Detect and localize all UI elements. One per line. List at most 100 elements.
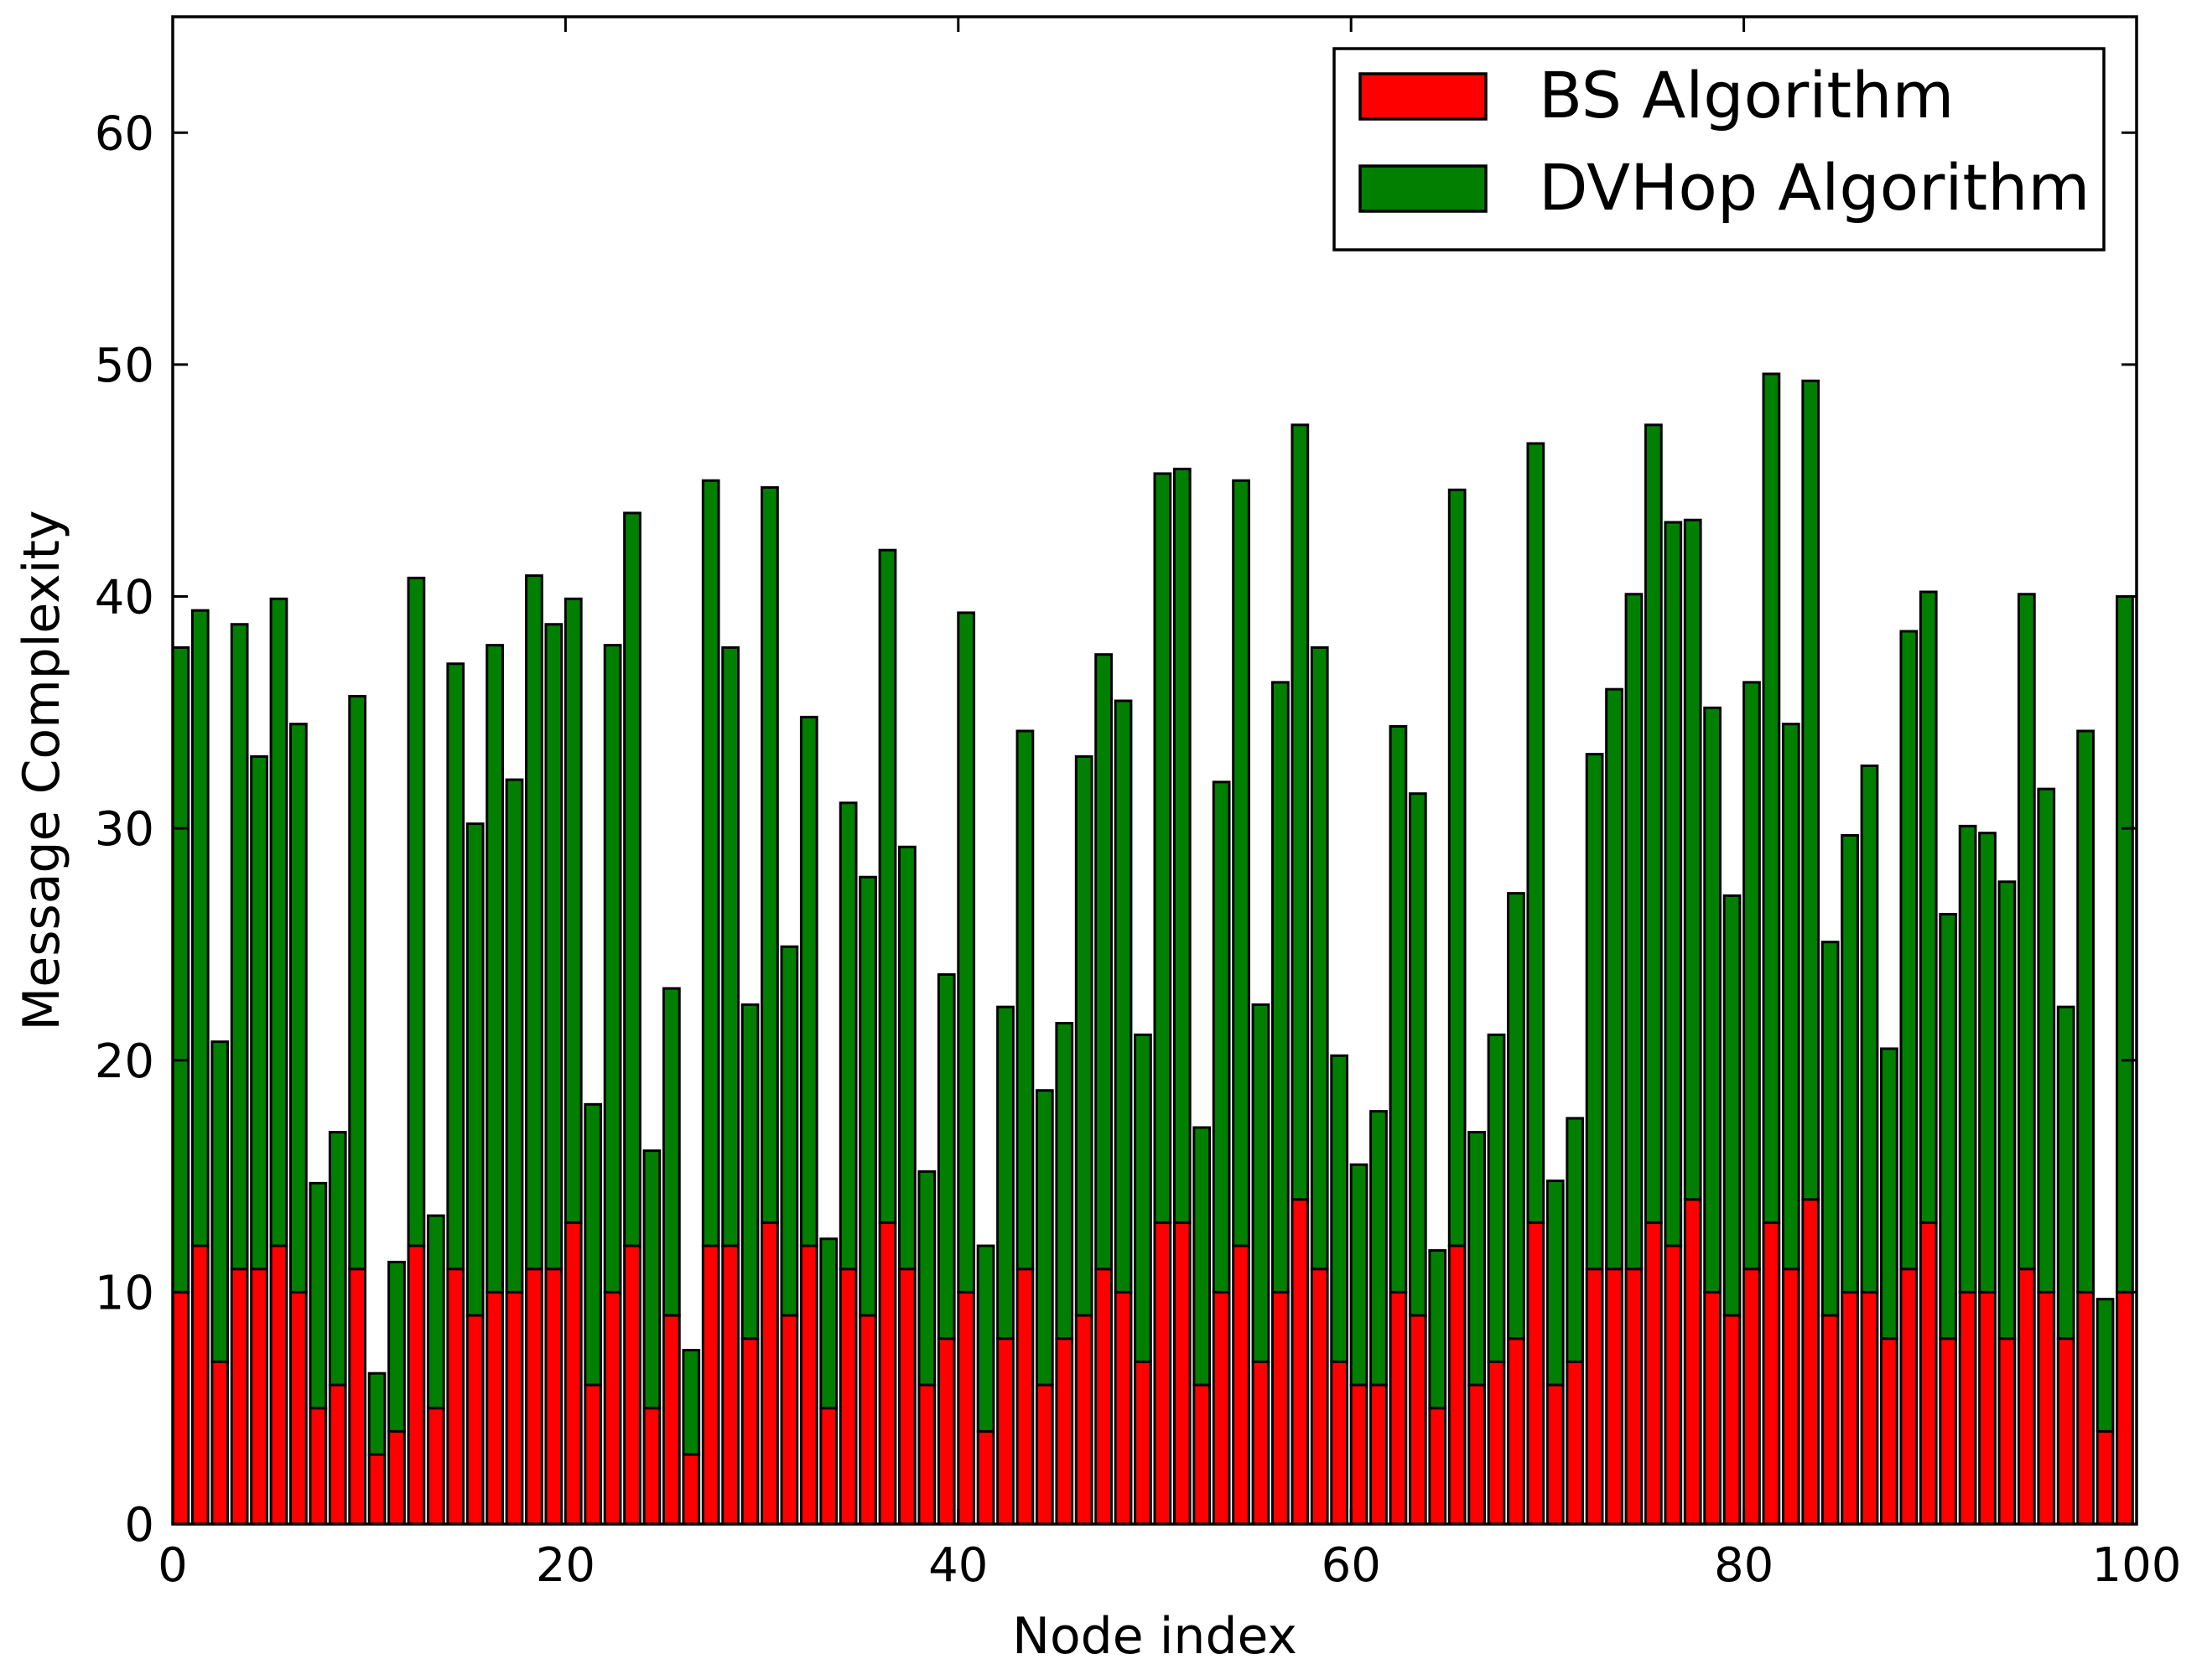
- bar-bs-71: [1566, 1360, 1585, 1526]
- bar-bs-89: [1919, 1221, 1938, 1526]
- bar-dvhop-18: [525, 574, 543, 1271]
- bar-bs-88: [1899, 1268, 1919, 1526]
- bar-bs-37: [898, 1268, 917, 1526]
- bar-bs-19: [544, 1268, 563, 1526]
- bar-dvhop-94: [2017, 593, 2036, 1271]
- bar-bs-61: [1369, 1383, 1388, 1526]
- bar-bs-46: [1074, 1314, 1093, 1526]
- bar-dvhop-84: [1820, 941, 1840, 1317]
- bar-dvhop-38: [917, 1170, 937, 1387]
- bar-dvhop-2: [210, 1040, 230, 1363]
- bar-dvhop-28: [721, 646, 740, 1247]
- bar-bs-14: [446, 1268, 465, 1526]
- bar-bs-49: [1134, 1360, 1152, 1526]
- bar-dvhop-90: [1939, 913, 1958, 1340]
- bar-bs-11: [387, 1429, 406, 1526]
- bar-dvhop-97: [2076, 729, 2095, 1294]
- bar-bs-45: [1055, 1337, 1074, 1526]
- bar-dvhop-53: [1212, 780, 1231, 1294]
- bar-bs-83: [1801, 1198, 1820, 1526]
- bar-bs-81: [1762, 1221, 1781, 1526]
- bar-dvhop-15: [465, 822, 485, 1317]
- bar-dvhop-99: [2116, 595, 2134, 1294]
- bar-dvhop-16: [486, 644, 504, 1294]
- bar-dvhop-82: [1781, 723, 1800, 1271]
- bar-dvhop-51: [1172, 467, 1192, 1224]
- bar-dvhop-67: [1487, 1033, 1506, 1363]
- bar-bs-93: [1997, 1337, 2017, 1526]
- bar-bs-12: [407, 1244, 426, 1526]
- y-tick-label: 30: [95, 802, 154, 857]
- bar-dvhop-96: [2056, 1005, 2075, 1340]
- y-tick-label: 40: [95, 571, 154, 625]
- bar-bs-70: [1545, 1383, 1565, 1526]
- bar-dvhop-83: [1801, 379, 1820, 1201]
- bar-bs-54: [1232, 1244, 1250, 1526]
- bar-bs-73: [1605, 1268, 1623, 1526]
- bar-dvhop-65: [1447, 488, 1467, 1247]
- bar-dvhop-23: [623, 511, 641, 1247]
- bar-dvhop-37: [898, 845, 917, 1271]
- bar-bs-97: [2076, 1290, 2095, 1526]
- bar-dvhop-57: [1291, 423, 1310, 1201]
- bar-bs-53: [1212, 1290, 1231, 1526]
- bar-dvhop-4: [250, 754, 268, 1271]
- bar-bs-4: [250, 1268, 268, 1526]
- bar-dvhop-49: [1134, 1033, 1152, 1363]
- bar-dvhop-41: [976, 1244, 995, 1433]
- bar-dvhop-60: [1349, 1163, 1368, 1387]
- bar-dvhop-48: [1114, 699, 1133, 1294]
- bar-dvhop-71: [1566, 1117, 1585, 1363]
- bar-dvhop-10: [367, 1371, 387, 1456]
- bar-dvhop-93: [1997, 880, 2017, 1340]
- bar-bs-86: [1860, 1290, 1879, 1526]
- bar-dvhop-24: [642, 1149, 662, 1410]
- bar-dvhop-42: [996, 1005, 1015, 1340]
- bar-bs-84: [1820, 1314, 1840, 1526]
- bar-dvhop-17: [505, 778, 524, 1294]
- bar-dvhop-75: [1644, 423, 1663, 1224]
- bar-bs-25: [662, 1314, 681, 1526]
- bar-dvhop-12: [407, 576, 426, 1247]
- bar-dvhop-87: [1880, 1047, 1898, 1340]
- bar-dvhop-79: [1722, 894, 1742, 1317]
- bar-dvhop-45: [1055, 1022, 1074, 1340]
- bar-bs-80: [1742, 1268, 1761, 1526]
- bar-bs-27: [701, 1244, 720, 1526]
- bar-bs-28: [721, 1244, 740, 1526]
- x-tick-label: 40: [928, 1538, 988, 1593]
- x-tick-label: 80: [1714, 1538, 1774, 1593]
- bar-bs-38: [917, 1383, 937, 1526]
- bar-dvhop-35: [859, 875, 877, 1317]
- bar-dvhop-68: [1507, 892, 1525, 1340]
- bar-dvhop-69: [1526, 442, 1545, 1224]
- bar-dvhop-86: [1860, 764, 1879, 1294]
- legend-swatch-bs: [1358, 72, 1488, 121]
- bar-bs-50: [1153, 1221, 1172, 1526]
- bar-dvhop-62: [1389, 724, 1408, 1294]
- bar-bs-2: [210, 1360, 230, 1526]
- bar-bs-5: [269, 1244, 288, 1526]
- bar-dvhop-55: [1251, 1003, 1270, 1363]
- bar-bs-26: [682, 1453, 701, 1526]
- y-tick-label: 0: [124, 1498, 154, 1553]
- bar-dvhop-21: [584, 1102, 603, 1387]
- bar-bs-72: [1585, 1268, 1604, 1526]
- bar-dvhop-77: [1683, 518, 1702, 1201]
- bar-bs-43: [1015, 1268, 1035, 1526]
- bar-dvhop-7: [309, 1181, 328, 1410]
- bar-bs-22: [603, 1290, 622, 1526]
- bar-dvhop-78: [1703, 706, 1722, 1294]
- bar-dvhop-33: [819, 1237, 839, 1410]
- bar-dvhop-0: [171, 646, 190, 1294]
- plot-frame: [171, 15, 2138, 1526]
- bar-bs-90: [1939, 1337, 1958, 1526]
- bar-bs-44: [1035, 1383, 1054, 1526]
- bar-bs-78: [1703, 1290, 1722, 1526]
- bar-dvhop-66: [1467, 1131, 1486, 1387]
- bar-dvhop-27: [701, 479, 720, 1247]
- x-tick-label: 20: [536, 1538, 595, 1593]
- bar-dvhop-29: [740, 1003, 760, 1340]
- bar-dvhop-19: [544, 623, 563, 1271]
- bar-bs-99: [2116, 1290, 2134, 1526]
